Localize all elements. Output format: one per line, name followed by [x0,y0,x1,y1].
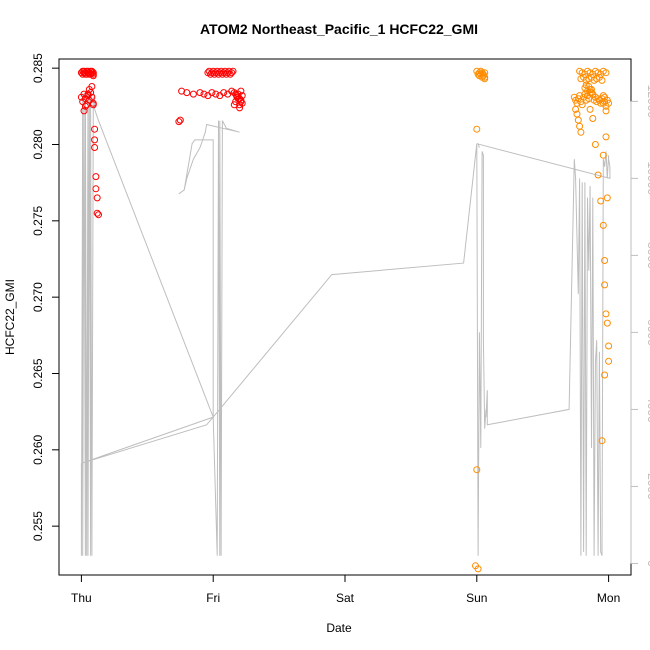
y-axis-right: 0 2000 4000 6000 8000 10000 12000 [630,85,650,567]
data-point-series-2 [605,342,613,350]
data-point-series-2 [599,151,607,159]
data-point-series-2 [598,437,606,445]
data-point-series-2 [588,89,595,97]
y-axis-label: HCFC22_GMI [3,279,17,355]
y2-tick-label: 12000 [645,85,650,119]
data-point-series-2 [591,141,599,148]
data-point-series-1 [91,144,99,151]
data-point-series-1 [88,83,96,90]
data-point-series-1 [212,90,220,98]
data-point-series-1 [238,92,246,100]
y-tick-label: 0.285 [31,53,45,83]
data-point-series-2 [603,319,611,327]
data-point-series-2 [594,171,602,179]
data-point-series-2 [605,357,613,365]
chart-title: ATOM2 Northeast_Pacific_1 HCFC22_GMI [200,21,478,37]
data-point-series-1 [228,69,236,77]
y2-tick-label: 6000 [645,319,650,346]
data-point-series-1 [238,99,246,107]
altitude-line-layer [80,93,611,556]
data-point-series-2 [601,371,609,379]
x-tick-label: Thu [71,591,92,605]
data-point-series-2 [597,197,605,205]
data-point-series-1 [81,102,89,110]
data-point-series-1 [200,90,208,98]
data-point-series-1 [84,90,92,98]
x-axis-label: Date [326,621,352,635]
data-point-series-2 [601,281,609,289]
data-point-series-2 [474,565,482,573]
altitude-line [80,93,611,556]
x-tick-label: Sat [336,591,355,605]
y2-tick-label: 10000 [645,162,650,196]
y-tick-label: 0.280 [31,129,45,159]
y-tick-label: 0.260 [31,434,45,464]
data-point-series-1 [230,101,238,109]
data-point-series-1 [204,92,212,100]
y2-tick-label: 2000 [645,473,650,500]
data-point-series-1 [220,89,228,97]
y2-tick-label: 0 [645,560,650,567]
x-tick-label: Fri [206,591,220,605]
data-point-series-1 [229,67,237,75]
data-point-series-1 [237,87,245,95]
data-point-series-1 [91,125,99,133]
y-tick-label: 0.270 [31,282,45,312]
data-point-series-2 [597,99,605,107]
data-point-series-1 [92,185,100,193]
data-point-series-1 [95,211,102,219]
data-point-series-1 [93,194,101,202]
data-point-series-1 [189,90,197,98]
y-axis-left: 0.255 0.260 0.265 0.270 0.275 0.280 0.285 [31,53,60,541]
data-point-series-2 [473,125,481,133]
data-point-series-2 [576,122,584,130]
data-point-series-2 [572,105,580,113]
data-point-series-2 [605,99,613,107]
data-point-series-2 [602,107,610,115]
data-point-series-1 [89,69,97,77]
points-layer [77,67,613,573]
data-point-series-2 [602,69,610,77]
data-point-series-1 [93,209,101,217]
data-point-series-2 [577,128,585,136]
data-point-series-2 [602,310,610,318]
data-point-series-2 [481,75,489,83]
x-axis: Thu Fri Sat Sun Mon [71,574,620,605]
y-tick-label: 0.275 [31,205,45,235]
y-tick-label: 0.255 [31,511,45,541]
x-tick-label: Mon [597,591,620,605]
x-tick-label: Sun [466,591,487,605]
data-point-series-1 [92,173,100,181]
data-point-series-2 [601,257,609,264]
data-point-series-1 [237,96,245,104]
data-point-series-2 [602,133,610,141]
data-point-series-1 [183,89,191,97]
data-point-series-2 [598,76,606,84]
data-point-series-2 [603,96,611,104]
data-point-series-1 [224,90,232,98]
y2-tick-label: 4000 [645,396,650,423]
data-point-series-2 [589,115,597,122]
data-point-series-1 [208,89,216,97]
data-point-series-2 [578,101,586,109]
data-point-series-1 [91,136,99,144]
data-point-series-1 [196,89,204,97]
data-point-series-1 [175,118,183,126]
data-point-series-2 [599,221,607,229]
plot-area-border [58,58,632,576]
y-tick-label: 0.265 [31,358,45,388]
data-point-series-2 [473,466,481,474]
data-point-series-1 [80,107,88,115]
data-point-series-1 [89,72,97,80]
data-point-series-2 [586,105,594,113]
data-point-series-1 [80,90,88,98]
data-point-series-1 [89,101,97,109]
y2-tick-label: 8000 [645,242,650,269]
data-point-series-2 [603,194,611,202]
data-point-series-2 [574,116,582,124]
data-point-series-1 [176,116,184,124]
